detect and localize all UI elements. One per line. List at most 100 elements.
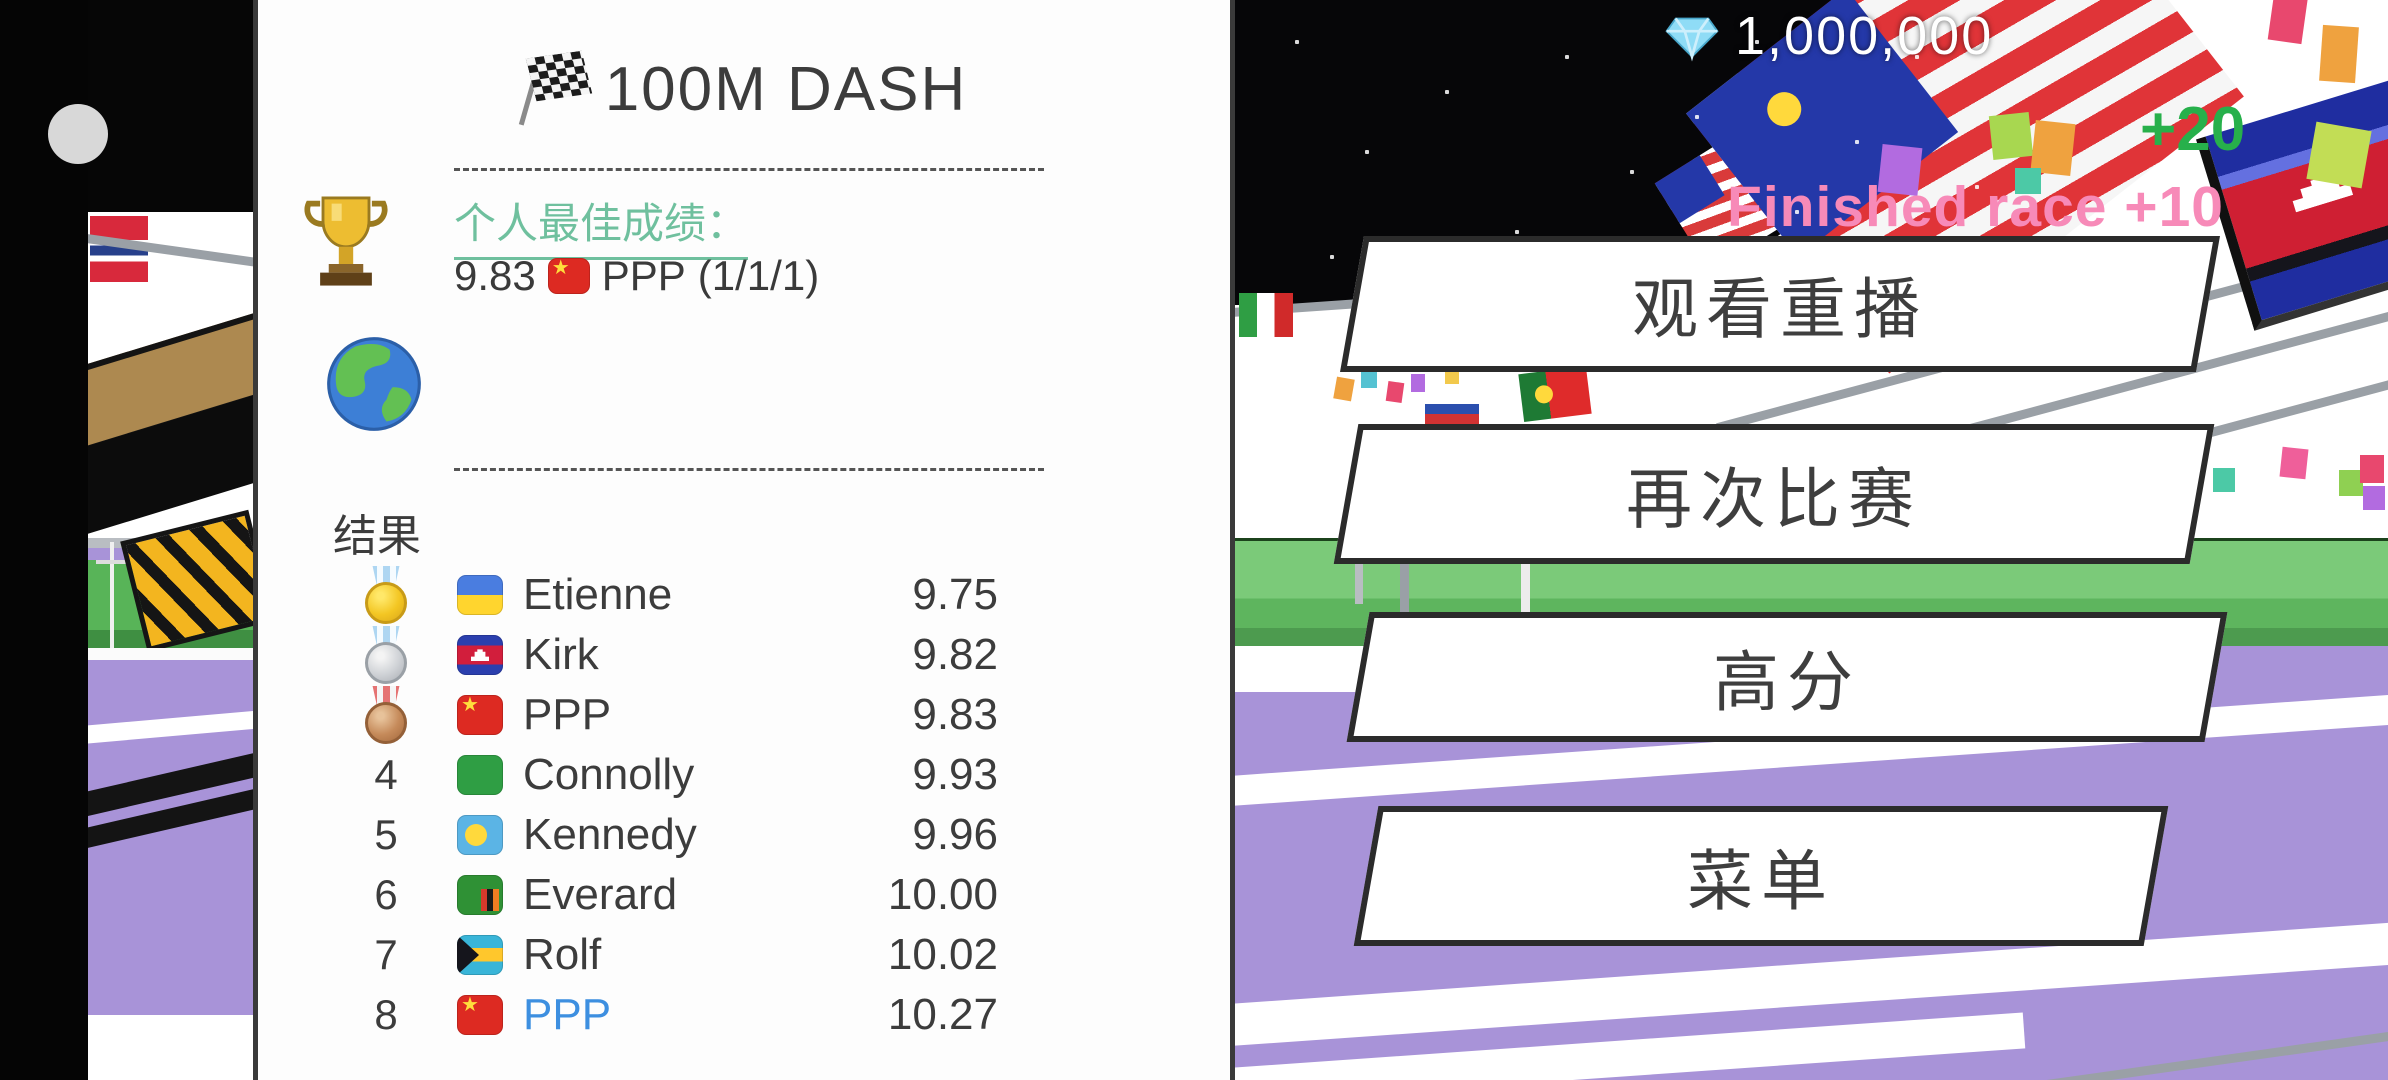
leaderboard-row: 6 Everard 10.00 — [348, 865, 998, 925]
runner-name: Connolly — [523, 750, 695, 799]
flag-italy — [1239, 293, 1293, 337]
runner-name: Etienne — [523, 570, 673, 619]
flag-icon-seychelles — [457, 755, 503, 795]
checkered-flag-icon — [518, 50, 595, 126]
personal-best-time: 9.83 — [454, 252, 536, 299]
silver-medal-icon — [363, 626, 409, 684]
flag-icon-palau — [457, 815, 503, 855]
flag-icon-cambodia — [457, 635, 503, 675]
rank-number: 7 — [374, 931, 398, 978]
rank-number: 6 — [374, 871, 398, 918]
rank-cell — [348, 626, 424, 684]
star — [1855, 140, 1859, 144]
runner-name: Kirk — [523, 630, 599, 679]
personal-best-detail: (1/1/1) — [697, 252, 820, 299]
flag-icon-china — [457, 995, 503, 1035]
bronze-medal-icon — [363, 686, 409, 744]
star — [1795, 210, 1799, 214]
star — [1755, 40, 1759, 44]
flag-icon-ukraine — [457, 575, 503, 615]
rank-number: 4 — [374, 751, 398, 798]
gem-count: 1,000,000 — [1735, 5, 1994, 66]
confetti-piece — [2306, 121, 2372, 189]
flag-pole-bar — [96, 560, 130, 564]
flag-icon-bahamas — [457, 935, 503, 975]
runner-time: 9.93 — [912, 750, 998, 799]
leaderboard-row: Etienne 9.75 — [348, 565, 998, 625]
race-again-label: 再次比赛 — [1626, 462, 1922, 536]
runner-time: 10.02 — [887, 930, 998, 979]
globe-icon[interactable] — [324, 334, 424, 439]
currency-hud: 1,000,000 — [1663, 4, 1993, 67]
confetti-piece — [2363, 486, 2385, 510]
reward-toast: +20 — [2140, 95, 2246, 164]
runner-time: 10.00 — [887, 870, 998, 919]
star — [1695, 115, 1699, 119]
flag-icon-zambia — [457, 875, 503, 915]
rank-number: 5 — [374, 811, 398, 858]
star — [1445, 90, 1449, 94]
flag-icon-china — [547, 258, 590, 294]
runner-name: Rolf — [523, 930, 602, 979]
star — [1975, 185, 1979, 189]
confetti-piece — [1445, 368, 1459, 384]
trophy-icon — [300, 188, 392, 299]
menu-button[interactable]: 菜单 — [1353, 806, 2169, 946]
divider — [454, 468, 1044, 471]
confetti-piece — [2360, 455, 2384, 483]
runner-name: Everard — [523, 870, 678, 919]
stadium-scene-left — [88, 0, 253, 1080]
star — [1915, 55, 1919, 59]
results-panel: 100M DASH 个人最佳成绩： 9.83 PPP (1/1/1) — [253, 0, 1235, 1080]
flag-pole — [110, 542, 114, 650]
high-score-label: 高分 — [1713, 645, 1861, 719]
divider — [454, 168, 1044, 171]
race-again-button[interactable]: 再次比赛 — [1333, 424, 2215, 564]
letterbox-bar — [0, 0, 88, 1080]
runner-time: 9.96 — [912, 810, 998, 859]
runner-name: PPP — [523, 990, 612, 1039]
floating-assistive-button[interactable] — [48, 104, 108, 164]
high-score-button[interactable]: 高分 — [1346, 612, 2228, 742]
star — [1515, 230, 1519, 234]
watch-replay-button[interactable]: 观看重播 — [1340, 236, 2220, 372]
rank-number: 8 — [374, 991, 398, 1038]
runner-time: 10.27 — [887, 990, 998, 1039]
gold-medal-icon — [363, 566, 409, 624]
rank-cell — [348, 686, 424, 744]
confetti-piece — [2015, 168, 2041, 194]
confetti-piece — [1411, 374, 1425, 392]
rank-cell: 6 — [348, 871, 424, 919]
flag-slovakia — [1425, 394, 1479, 424]
event-title-row: 100M DASH — [258, 50, 1230, 126]
medal-disc — [365, 642, 407, 684]
track-edge — [88, 1015, 253, 1080]
flag-icon-china — [457, 695, 503, 735]
star — [1365, 150, 1369, 154]
runner-time: 9.83 — [912, 690, 998, 739]
event-title: 100M DASH — [604, 54, 968, 124]
confetti-piece — [1333, 376, 1355, 402]
goal-post — [1355, 544, 1363, 604]
star — [1295, 40, 1299, 44]
goal-post — [1521, 550, 1530, 612]
personal-best-line: 9.83 PPP (1/1/1) — [454, 252, 819, 300]
race-reward-toast: Finished race +10 — [1727, 175, 2224, 239]
medal-disc — [365, 582, 407, 624]
star — [1330, 255, 1334, 259]
confetti-piece — [2279, 446, 2309, 480]
runner-time: 9.75 — [912, 570, 998, 619]
rank-cell: 7 — [348, 931, 424, 979]
confetti-piece — [1988, 112, 2034, 160]
runner-name: Kennedy — [523, 810, 697, 859]
personal-best-label: 个人最佳成绩： — [454, 190, 749, 260]
runner-time: 9.82 — [912, 630, 998, 679]
leaderboard-row: 8 PPP 10.27 — [348, 985, 998, 1045]
leaderboard: Etienne 9.75 Kirk 9.82 PPP 9.83 4 Connolly 9.93 5… — [348, 565, 998, 1045]
rank-cell — [348, 566, 424, 624]
confetti-piece — [2319, 24, 2359, 84]
confetti-piece — [2213, 468, 2235, 492]
results-label: 结果 — [333, 512, 421, 561]
medal-disc — [365, 702, 407, 744]
menu-label: 菜单 — [1687, 844, 1835, 918]
